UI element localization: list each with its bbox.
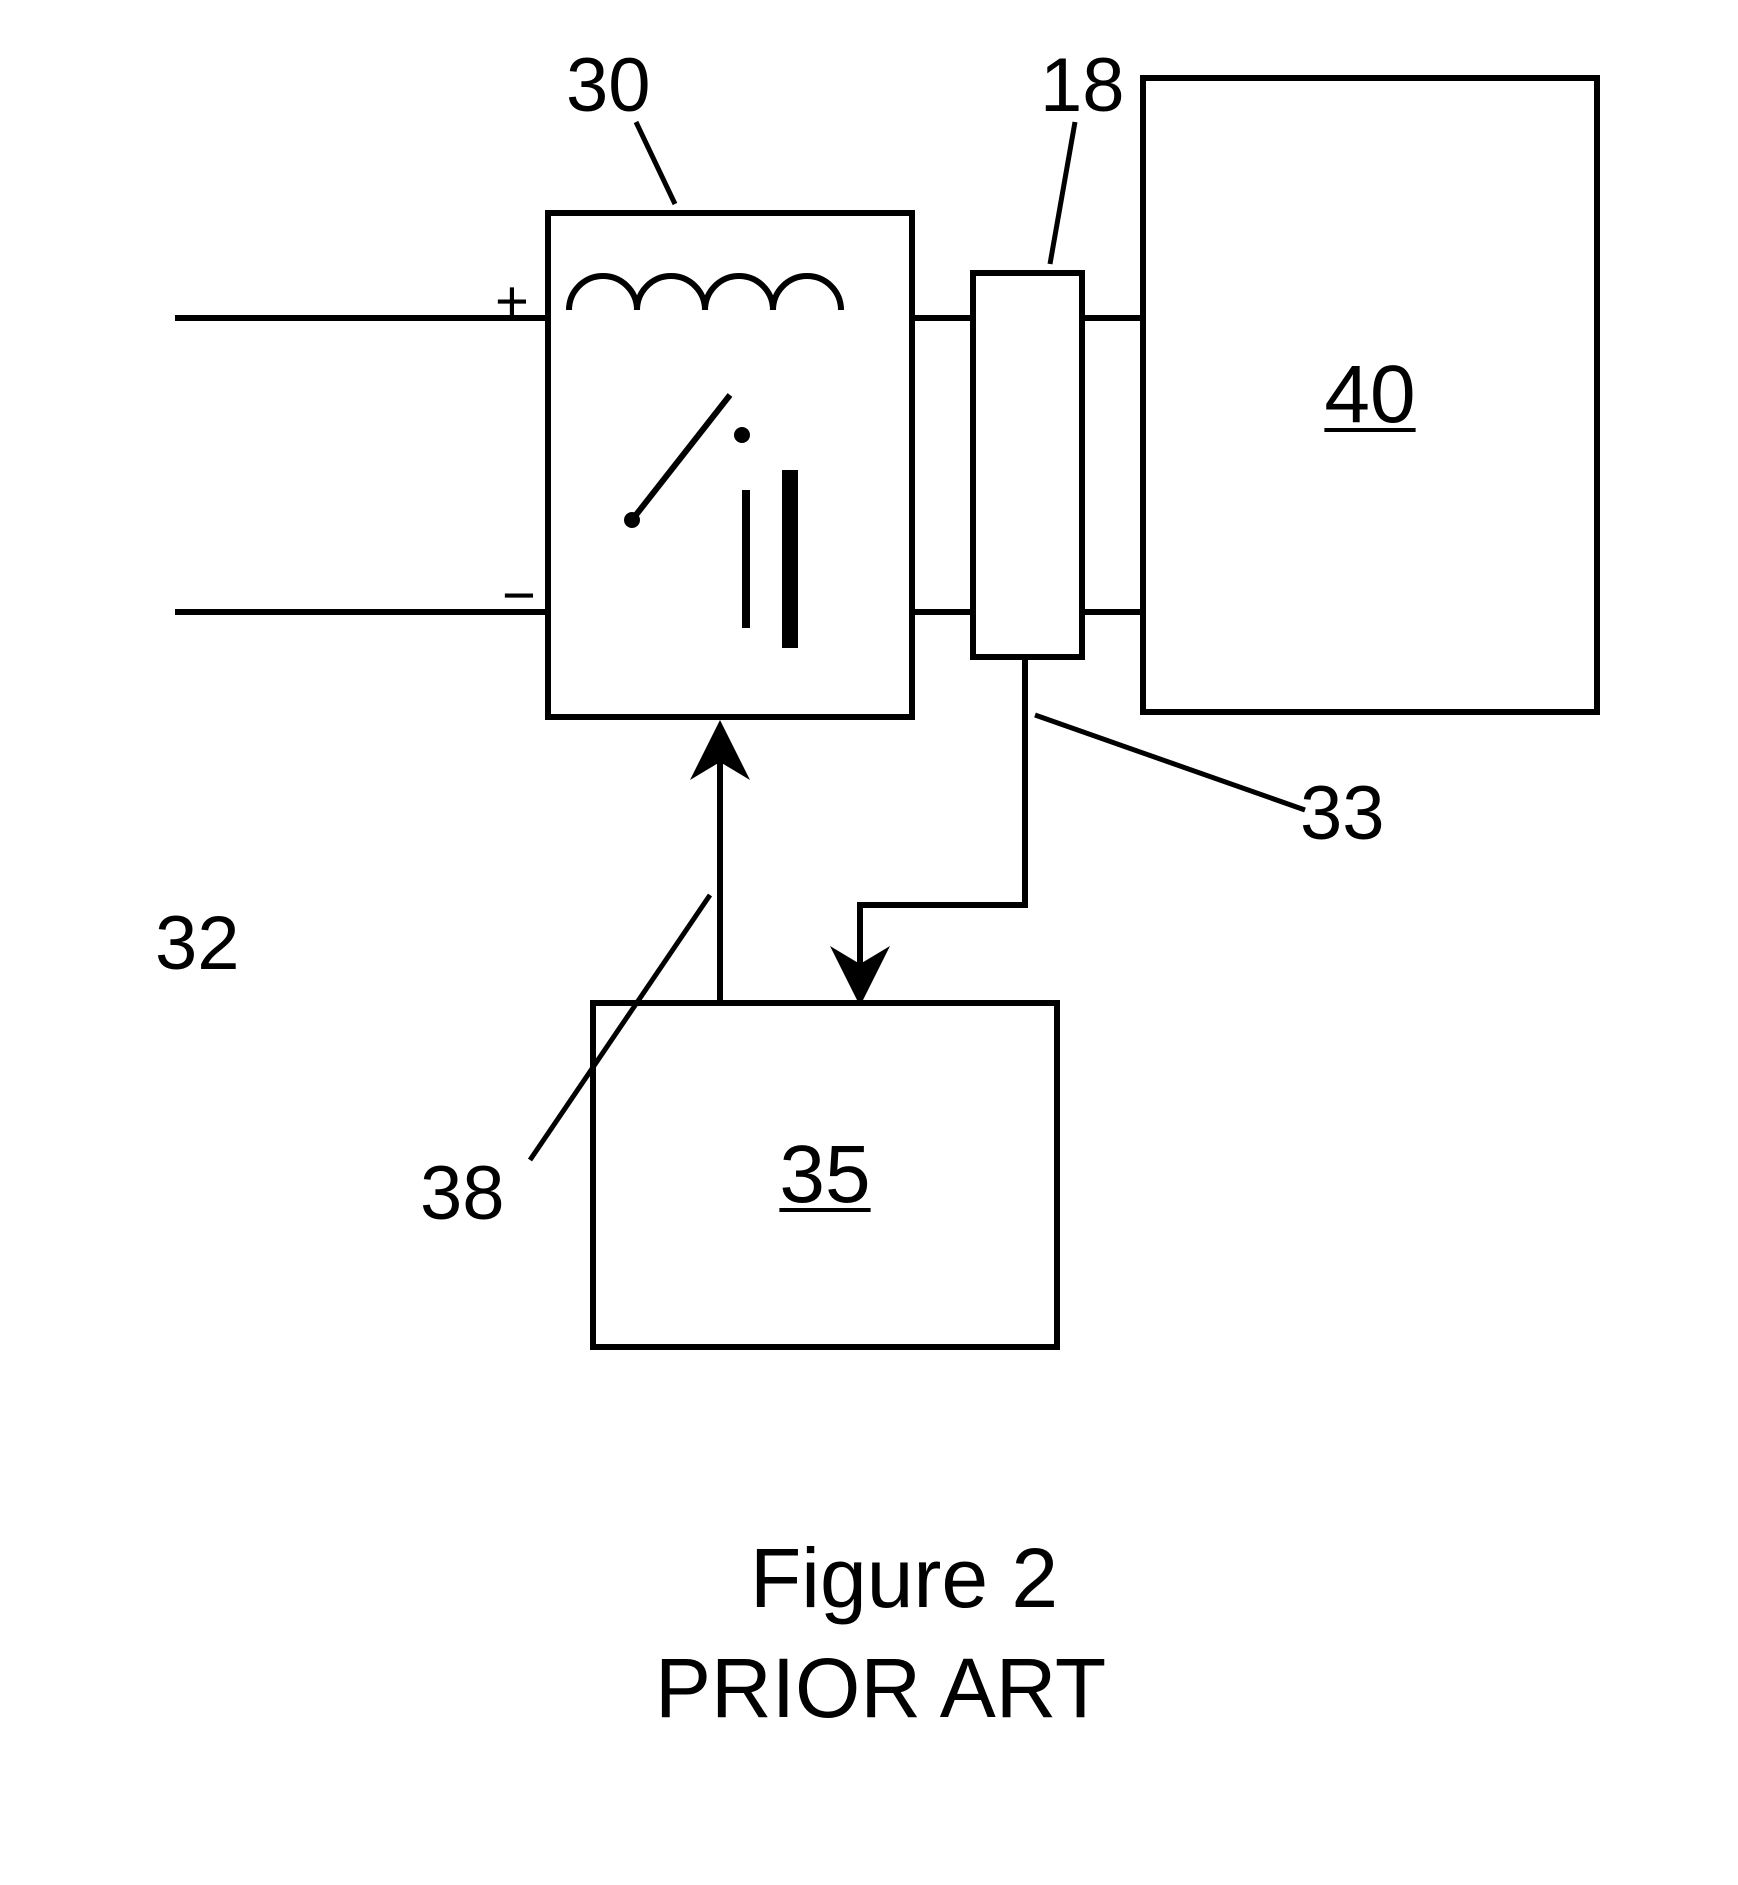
leader-38 [530, 895, 710, 1160]
diagram-canvas: 40 35 + − 30 18 32 33 38 Figure 2 PRIOR … [0, 0, 1738, 1885]
leader-18 [1050, 122, 1075, 264]
svg-overlay [0, 0, 1738, 1885]
capacitor-icon [746, 470, 790, 648]
switch-icon [627, 395, 747, 525]
arrow-sense-33 [860, 660, 1025, 1000]
inductor-icon [569, 276, 841, 310]
leader-33 [1035, 715, 1305, 810]
leader-30 [636, 122, 675, 204]
